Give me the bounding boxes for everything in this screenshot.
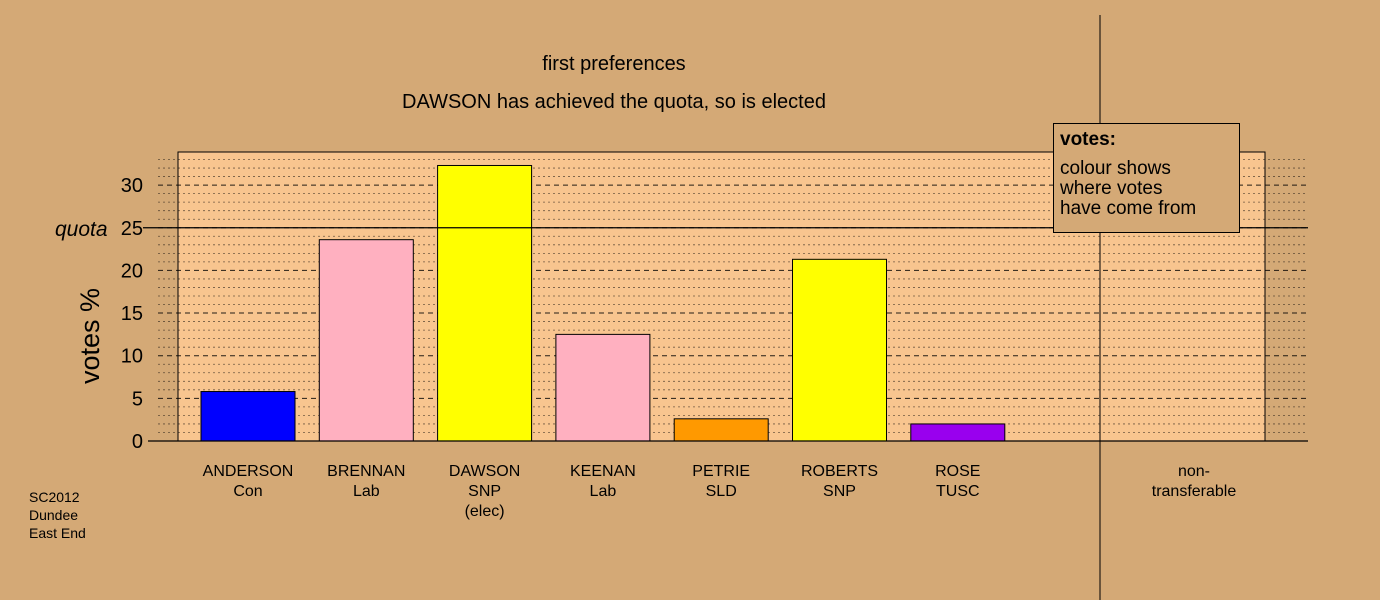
category-label: ANDERSON: [203, 463, 294, 480]
chart-subtitle: DAWSON has achieved the quota, so is ele…: [402, 91, 826, 113]
category-label: BRENNAN: [327, 463, 405, 480]
category-labels: ANDERSON Con BRENNAN Lab DAWSON SNP (elec) KEEN…: [203, 463, 1237, 520]
source-line-1: SC2012: [29, 489, 80, 505]
bar-dawson: [437, 164, 533, 442]
y-axis-label: votes %: [75, 288, 105, 384]
legend: votes: colour shows where votes have com…: [1053, 123, 1240, 233]
source-note: SC2012 Dundee East End: [29, 488, 86, 542]
category-label: (elec): [465, 503, 505, 520]
category-label: TUSC: [936, 483, 980, 500]
category-label: DAWSON: [449, 463, 520, 480]
category-label: ROBERTS: [801, 463, 878, 480]
legend-line-1: colour shows: [1060, 158, 1171, 179]
bars: [200, 164, 1006, 442]
y-tick-label: 0: [132, 431, 143, 453]
category-label: Lab: [353, 483, 380, 500]
nontransferable-label: non-: [1178, 463, 1210, 480]
y-tick-label: 15: [121, 303, 143, 325]
category-label: Con: [233, 483, 262, 500]
category-label: ROSE: [935, 463, 980, 480]
category-label: Lab: [590, 483, 617, 500]
bar-petrie: [673, 418, 769, 442]
y-tick-label: 25: [121, 218, 143, 240]
category-label: SNP: [823, 483, 856, 500]
nontransferable-label: transferable: [1152, 483, 1237, 500]
legend-line-3: have come from: [1060, 198, 1197, 219]
y-tick-label: 10: [121, 346, 143, 368]
axes: 0 5 10 15 20 25 30 quota: [55, 15, 1308, 600]
y-tick-label: 5: [132, 388, 143, 410]
y-tick-label: 30: [121, 175, 143, 197]
quota-label: quota: [55, 218, 108, 241]
chart-title: first preferences: [542, 53, 685, 75]
source-line-3: East End: [29, 525, 86, 541]
legend-title: votes:: [1060, 129, 1116, 150]
category-label: SNP: [468, 483, 501, 500]
bar-rose: [910, 423, 1006, 442]
category-label: KEENAN: [570, 463, 636, 480]
bar-keenan: [555, 333, 651, 442]
bar-anderson: [200, 391, 296, 442]
source-line-2: Dundee: [29, 507, 79, 523]
category-label: SLD: [706, 483, 737, 500]
category-label: PETRIE: [692, 463, 750, 480]
legend-line-2: where votes: [1060, 178, 1163, 199]
bar-brennan: [318, 239, 414, 442]
bar-roberts: [792, 258, 887, 442]
y-tick-label: 20: [121, 260, 143, 282]
